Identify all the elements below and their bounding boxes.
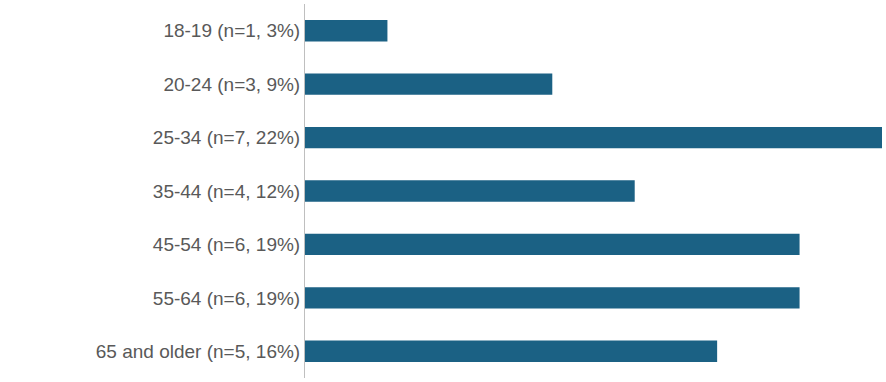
svg-text:65 and older (n=5, 16%): 65 and older (n=5, 16%) <box>96 341 300 362</box>
svg-text:25-34 (n=7, 22%): 25-34 (n=7, 22%) <box>153 127 300 148</box>
svg-text:45-54 (n=6, 19%): 45-54 (n=6, 19%) <box>153 234 300 255</box>
svg-text:35-44 (n=4, 12%): 35-44 (n=4, 12%) <box>153 181 300 202</box>
svg-text:55-64 (n=6, 19%): 55-64 (n=6, 19%) <box>153 288 300 309</box>
svg-text:18-19 (n=1, 3%): 18-19 (n=1, 3%) <box>163 20 300 41</box>
svg-text:20-24 (n=3, 9%): 20-24 (n=3, 9%) <box>163 74 300 95</box>
